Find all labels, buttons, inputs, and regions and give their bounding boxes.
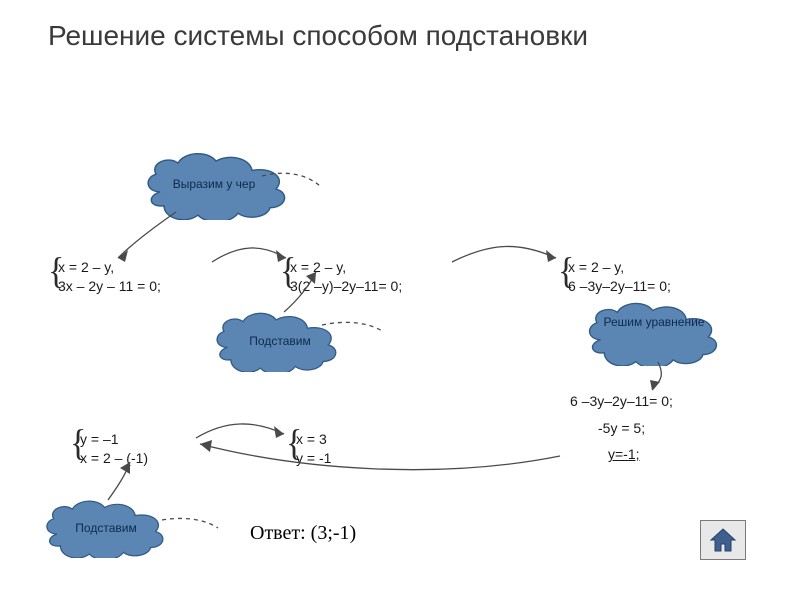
eq-b3: x = 2 – y, 6 –3y–2y–11= 0; [568,258,671,296]
cloud-subst1-label: Подставим [220,335,340,349]
cloud-subst2-label: Подставим [46,522,166,536]
page-title: Решение системы способом подстановки [48,18,588,53]
arrow-b4-to-b5-head [274,426,284,438]
arrow-b2-to-b3-head [546,250,556,262]
home-icon [708,527,738,553]
side-calc: 6 –3y–2y–11= 0; -5y = 5; y=-1; [570,388,673,468]
answer-text: Ответ: (3;-1) [250,522,356,545]
eq-b4: y = –1 x = 2 – (-1) [80,430,148,468]
eq-b1: x = 2 – y, 3x – 2y – 11 = 0; [58,258,161,296]
arrow-b4-to-b5 [196,424,284,438]
arrow-side-to-b4-head [200,440,212,452]
side-calc-l3: y=-1; [570,441,673,468]
cloud-solve-label: Решим уравнение [594,316,714,330]
eq-b5: x = 3 y = -1 [296,430,331,468]
side-calc-l1: 6 –3y–2y–11= 0; [570,388,673,415]
dash-3 [162,518,218,528]
arrow-b2-to-b3 [452,246,556,262]
cloud-express-label: Выразим y чер [154,178,274,192]
arrow-solve-to-side [652,362,661,390]
arrow-side-to-b4 [200,444,560,470]
eq-b2: x = 2 – y, 3(2 –y)–2y–11= 0; [290,258,402,296]
side-calc-l2: -5y = 5; [570,415,673,442]
arrow-b1-to-b2 [212,248,286,262]
home-button[interactable] [700,520,746,560]
cloud-solve [582,300,722,366]
